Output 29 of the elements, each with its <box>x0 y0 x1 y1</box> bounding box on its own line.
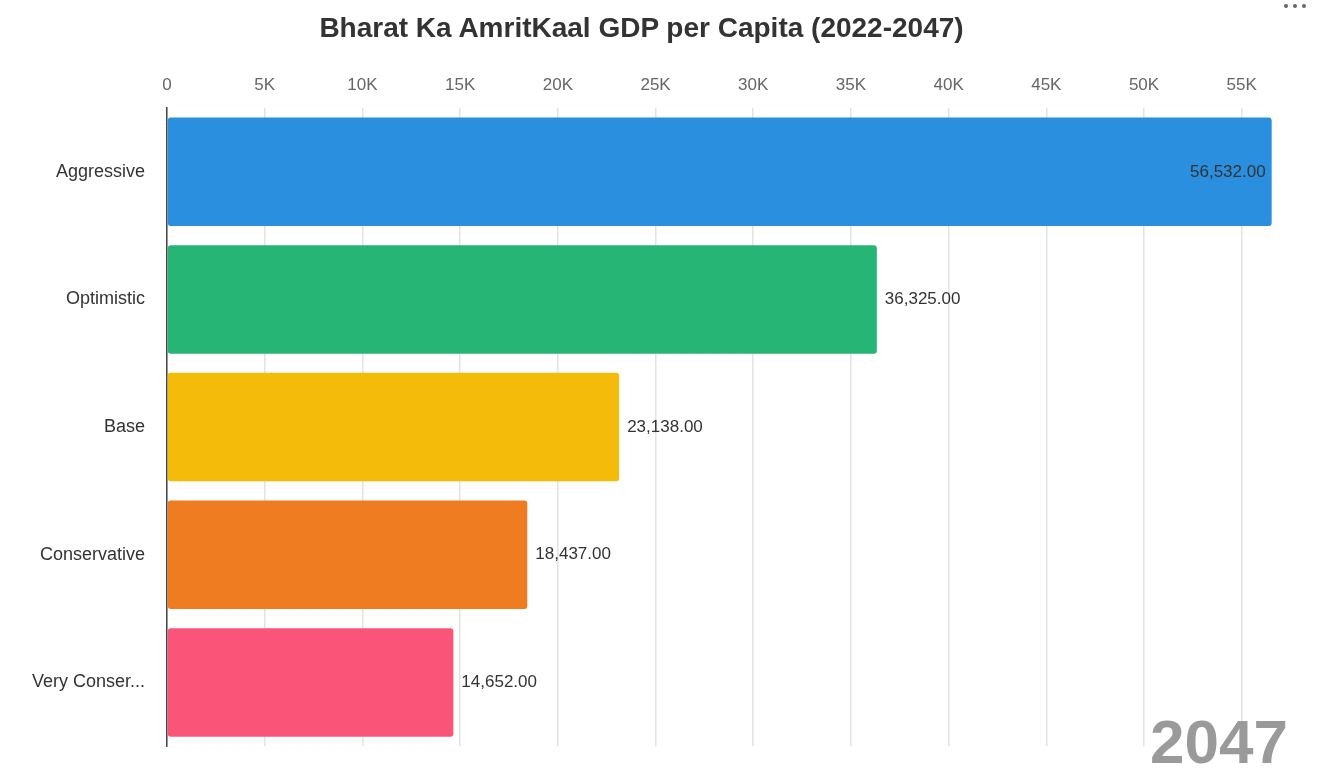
data-label: 23,138.00 <box>627 416 703 436</box>
x-tick-label: 40K <box>933 75 965 95</box>
x-tick-label: 35K <box>835 75 867 95</box>
x-tick-label: 0 <box>162 75 172 95</box>
bar <box>167 500 528 609</box>
x-tick-label: 5K <box>254 75 276 95</box>
chart-title: Bharat Ka AmritKaal GDP per Capita (2022-2047) <box>319 11 964 43</box>
y-tick-label: Conservative <box>40 543 146 564</box>
x-tick-label: 55K <box>1226 75 1258 95</box>
data-label: 56,532.00 <box>1190 161 1266 181</box>
bar <box>167 245 877 354</box>
data-label: 36,325.00 <box>884 289 961 309</box>
x-tick-label: 25K <box>640 75 672 95</box>
annotation: 2047 <box>1150 707 1288 777</box>
x-tick-label: 50K <box>1128 75 1160 95</box>
x-tick-label: 20K <box>542 75 574 95</box>
bar <box>167 372 620 482</box>
y-tick-label: Base <box>104 416 146 437</box>
bar <box>167 117 1272 227</box>
x-tick-label: 15K <box>445 75 476 95</box>
data-label: 18,437.00 <box>535 544 611 564</box>
data-label: 14,652.00 <box>461 672 537 692</box>
x-tick-label: 10K <box>347 75 379 95</box>
y-tick-label: Optimistic <box>66 288 146 309</box>
bar <box>167 628 454 737</box>
y-tick-label: Aggressive <box>56 160 146 181</box>
x-tick-label: 45K <box>1031 75 1063 95</box>
y-tick-label: Very Conser... <box>31 671 146 692</box>
x-tick-label: 30K <box>738 75 770 95</box>
